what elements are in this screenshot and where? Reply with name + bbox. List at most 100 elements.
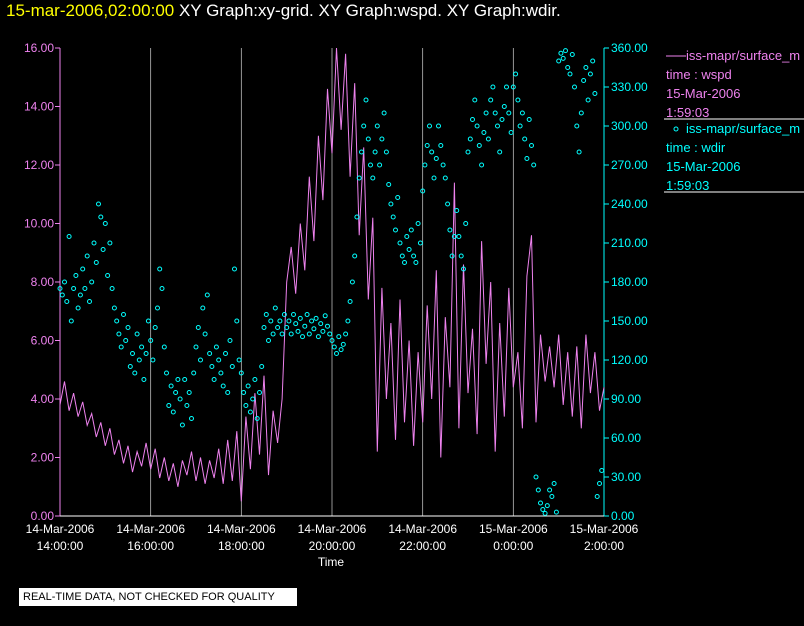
data-point-wdir: [245, 383, 251, 389]
data-point-wdir: [481, 130, 487, 135]
legend-2-time: 1:59:03: [666, 178, 709, 193]
data-point-wdir: [599, 468, 605, 473]
data-point-wdir: [524, 156, 530, 161]
data-point-wdir: [499, 117, 505, 122]
y-left-tick-label: 6.00: [31, 334, 55, 348]
data-point-wdir: [300, 334, 305, 340]
data-point-wdir: [565, 65, 571, 70]
data-point-wdir: [397, 240, 403, 246]
data-point-wdir: [538, 500, 543, 506]
data-point-wdir: [220, 383, 226, 389]
data-point-wdir: [411, 253, 417, 259]
data-point-wdir: [529, 143, 534, 148]
data-point-wdir: [374, 123, 380, 129]
data-point-wdir: [567, 71, 573, 77]
data-point-wdir: [145, 318, 151, 324]
data-point-wdir: [438, 143, 444, 148]
y-right-tick-label: 120.00: [611, 353, 648, 367]
data-point-wdir: [429, 149, 435, 155]
data-point-wdir: [433, 156, 439, 161]
data-point-wdir: [84, 253, 90, 259]
data-point-wdir: [202, 331, 208, 337]
data-point-wdir: [164, 370, 169, 376]
data-point-wdir: [254, 416, 260, 421]
legend-1-source: iss-mapr/surface_m: [686, 48, 800, 63]
x-tick-date: 14-Mar-2006: [298, 522, 367, 536]
data-point-wdir: [519, 110, 525, 116]
data-point-wdir: [241, 390, 247, 395]
legend-2-date: 15-Mar-2006: [666, 159, 740, 174]
x-tick-time: 20:00:00: [309, 539, 356, 553]
data-point-wdir: [461, 266, 466, 272]
data-point-wdir: [334, 351, 339, 356]
series-wdir: [57, 48, 605, 516]
data-point-wdir: [569, 52, 575, 57]
data-point-wdir: [560, 55, 566, 61]
data-point-wdir: [216, 357, 222, 363]
data-point-wdir: [211, 377, 217, 382]
y-left-tick-label: 4.00: [31, 392, 55, 406]
header: 15-mar-2006,02:00:00 XY Graph:xy-grid. X…: [6, 1, 561, 21]
data-point-wdir: [393, 227, 398, 233]
header-title-2: XY Graph:wspd.: [318, 1, 442, 20]
data-point-wdir: [96, 201, 101, 207]
legend-circle-symbol: [673, 126, 679, 132]
legend-1-time: 1:59:03: [666, 105, 709, 120]
data-point-wdir: [281, 312, 287, 317]
data-point-wdir: [170, 409, 176, 415]
data-point-wdir: [594, 494, 600, 499]
data-point-wdir: [549, 494, 555, 499]
data-point-wdir: [132, 370, 138, 376]
grid: [150, 48, 514, 516]
data-point-wdir: [354, 214, 360, 220]
data-point-wdir: [66, 234, 72, 239]
data-point-wdir: [406, 247, 412, 252]
data-point-wdir: [483, 110, 489, 116]
data-point-wdir: [440, 162, 446, 168]
data-point-wdir: [508, 130, 514, 135]
data-point-wdir: [590, 58, 596, 64]
data-point-wdir: [155, 305, 160, 311]
data-point-wdir: [415, 221, 421, 226]
y-left-tick-label: 16.00: [24, 41, 54, 55]
x-tick-date: 14-Mar-2006: [116, 522, 185, 536]
data-point-wdir: [207, 351, 213, 356]
data-point-wdir: [390, 214, 396, 220]
data-point-wdir: [427, 123, 432, 129]
data-point-wdir: [111, 305, 117, 311]
data-point-wdir: [513, 71, 519, 77]
data-point-wdir: [492, 110, 498, 116]
data-point-wdir: [506, 110, 512, 116]
data-point-wdir: [130, 351, 135, 356]
data-point-wdir: [504, 84, 509, 90]
data-point-wdir: [161, 344, 167, 350]
data-point-wdir: [572, 84, 577, 90]
data-point-wdir: [422, 162, 428, 168]
data-point-wdir: [315, 334, 321, 340]
data-point-wdir: [402, 260, 407, 265]
data-point-wdir: [175, 377, 181, 382]
data-point-wdir: [284, 325, 290, 330]
data-point-wdir: [495, 123, 500, 129]
data-point-wdir: [583, 65, 589, 70]
data-point-wdir: [551, 481, 557, 486]
data-point-wdir: [309, 318, 315, 324]
data-point-wdir: [286, 318, 292, 324]
data-point-wdir: [320, 328, 326, 334]
data-point-wdir: [576, 149, 582, 155]
x-tick-time: 16:00:00: [127, 539, 174, 553]
y-left-tick-label: 10.00: [24, 217, 54, 231]
data-point-wdir: [213, 344, 219, 350]
data-point-wdir: [408, 227, 414, 233]
data-point-wdir: [531, 162, 537, 168]
data-point-wdir: [191, 370, 197, 376]
data-point-wdir: [82, 286, 88, 291]
data-point-wdir: [102, 221, 108, 226]
data-point-wdir: [229, 364, 235, 369]
data-point-wdir: [73, 273, 79, 278]
data-point-wdir: [189, 416, 194, 421]
data-point-wdir: [318, 321, 324, 327]
data-point-wdir: [352, 253, 358, 259]
data-point-wdir: [574, 123, 580, 129]
data-point-wdir: [540, 507, 546, 512]
